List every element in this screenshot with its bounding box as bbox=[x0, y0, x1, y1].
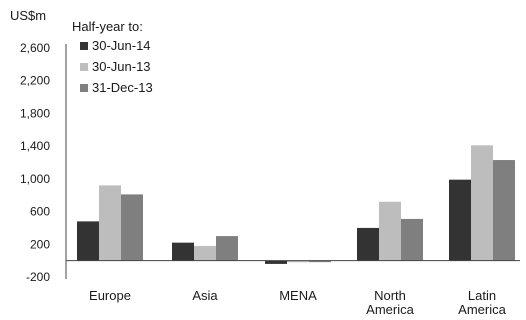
y-tick-label: 1,400 bbox=[20, 139, 50, 153]
legend-label: 30-Jun-14 bbox=[92, 38, 151, 53]
bar bbox=[216, 236, 238, 261]
x-tick-label-line: Asia bbox=[192, 288, 218, 303]
bar bbox=[172, 242, 194, 261]
bar bbox=[401, 218, 423, 261]
y-tick-label: 600 bbox=[30, 205, 50, 219]
bar bbox=[471, 145, 493, 261]
bar bbox=[121, 194, 143, 261]
axis-lines bbox=[65, 44, 520, 279]
x-tick-label-line: America bbox=[458, 302, 506, 317]
legend-swatch bbox=[80, 42, 88, 50]
bar bbox=[265, 260, 287, 264]
y-tick-label: -200 bbox=[26, 270, 50, 284]
y-tick-label: 2,600 bbox=[20, 41, 50, 55]
bar bbox=[309, 260, 331, 263]
bar bbox=[449, 179, 471, 261]
x-tick-label-line: MENA bbox=[279, 288, 317, 303]
x-tick-label-line: America bbox=[366, 302, 414, 317]
x-tick-label: MENA bbox=[279, 288, 317, 303]
legend-swatch bbox=[80, 63, 88, 71]
bar bbox=[77, 221, 99, 261]
bar bbox=[379, 201, 401, 261]
legend-swatch bbox=[80, 84, 88, 92]
x-tick-label: Europe bbox=[89, 288, 131, 303]
y-axis-ticks: 2,600 2,200 1,800 1,400 1,000 600 200 -200 bbox=[20, 41, 50, 284]
bar bbox=[493, 160, 515, 261]
x-tick-label: Asia bbox=[192, 288, 218, 303]
y-unit-label: US$m bbox=[10, 8, 46, 23]
y-tick-label: 1,800 bbox=[20, 106, 50, 120]
y-tick-label: 2,200 bbox=[20, 74, 50, 88]
legend-title: Half-year to: bbox=[72, 19, 143, 34]
legend: Half-year to: 30-Jun-14 30-Jun-13 31-Dec-1… bbox=[72, 19, 153, 95]
bar bbox=[287, 260, 309, 263]
x-tick-label: Latin America bbox=[458, 288, 506, 317]
bar-group bbox=[77, 145, 515, 264]
bar bbox=[357, 227, 379, 261]
bar bbox=[194, 245, 216, 261]
bar bbox=[99, 185, 121, 261]
legend-label: 30-Jun-13 bbox=[92, 59, 151, 74]
y-tick-label: 200 bbox=[30, 237, 50, 251]
x-tick-label-line: North bbox=[374, 288, 406, 303]
y-tick-label: 1,000 bbox=[20, 172, 50, 186]
legend-label: 31-Dec-13 bbox=[92, 80, 153, 95]
x-tick-label: North America bbox=[366, 288, 414, 317]
x-tick-label-line: Europe bbox=[89, 288, 131, 303]
x-tick-label-line: Latin bbox=[468, 288, 496, 303]
